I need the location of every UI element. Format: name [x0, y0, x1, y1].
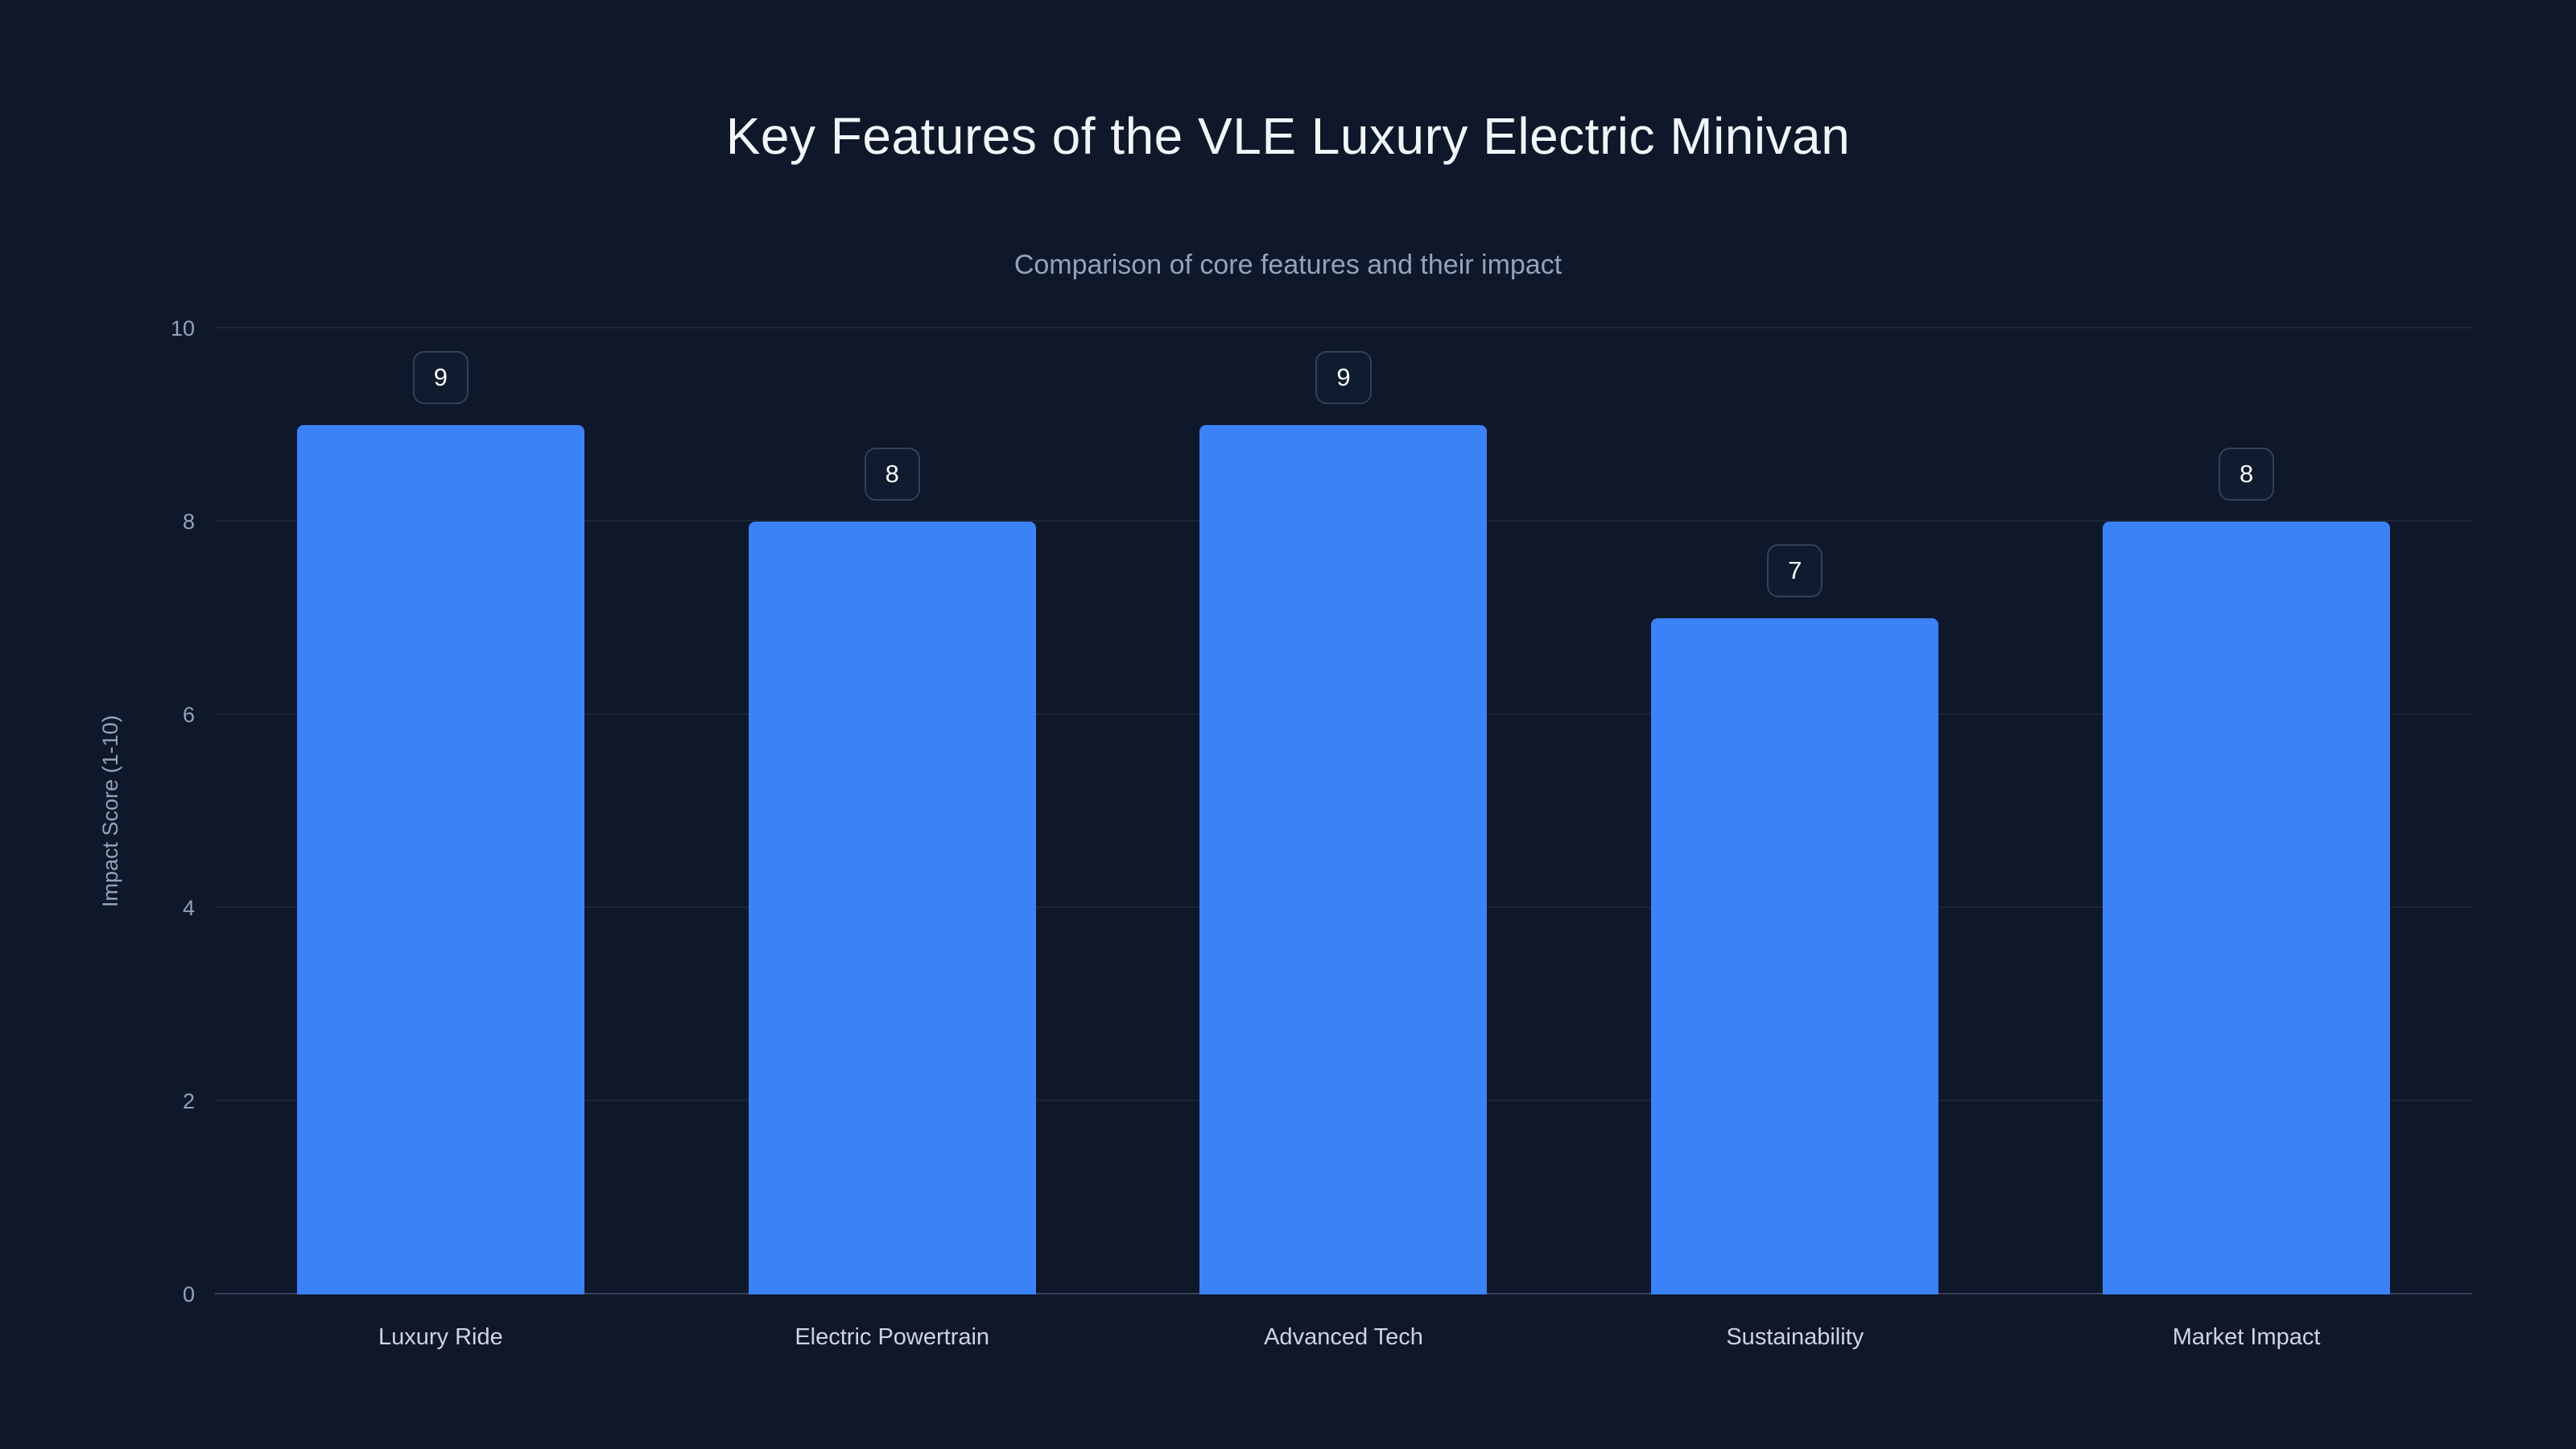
bar-group-market-impact: 8: [2021, 328, 2472, 1294]
bar-value-label-sustainability: 7: [1767, 544, 1823, 597]
y-tick-label-4: 4: [182, 896, 195, 920]
x-category-label-sustainability: Sustainability: [1726, 1324, 1864, 1350]
x-category-label-market-impact: Market Impact: [2172, 1324, 2321, 1350]
y-tick-label-8: 8: [182, 510, 195, 534]
gridline-10: [215, 327, 2472, 328]
bars: 9 8 9 7 8: [215, 328, 2472, 1294]
bar-advanced-tech[interactable]: [1199, 425, 1488, 1294]
bar-value-label-market-impact: 8: [2218, 448, 2275, 501]
bar-value-label-electric-powertrain: 8: [864, 448, 920, 501]
bar-luxury-ride[interactable]: [296, 425, 584, 1294]
bar-sustainability[interactable]: [1651, 618, 1939, 1294]
y-tick-label-2: 2: [182, 1089, 195, 1113]
chart-subtitle: Comparison of core features and their im…: [1013, 250, 1563, 280]
y-tick-label-0: 0: [182, 1282, 195, 1307]
bar-value-label-luxury-ride: 9: [412, 351, 469, 404]
bar-group-electric-powertrain: 8: [667, 328, 1118, 1294]
x-category-label-advanced-tech: Advanced Tech: [1264, 1324, 1423, 1350]
bar-value-label-advanced-tech: 9: [1315, 351, 1372, 404]
bar-group-sustainability: 7: [1569, 328, 2021, 1294]
bar-market-impact[interactable]: [2103, 522, 2391, 1294]
y-axis-ticks: 0 2 4 6 8 10: [0, 316, 195, 1307]
bar-group-advanced-tech: 9: [1118, 328, 1570, 1294]
y-tick-label-10: 10: [170, 316, 195, 341]
chart-title: Key Features of the VLE Luxury Electric …: [725, 107, 1851, 165]
plot-area: 9 8 9 7 8: [215, 327, 2472, 1294]
y-tick-label-6: 6: [182, 703, 195, 727]
bar-group-luxury-ride: 9: [215, 328, 667, 1294]
x-axis-labels: Luxury Ride Electric Powertrain Advanced T…: [215, 1324, 2472, 1351]
bar-electric-powertrain[interactable]: [748, 522, 1036, 1294]
x-category-label-luxury-ride: Luxury Ride: [378, 1324, 503, 1350]
x-category-label-electric-powertrain: Electric Powertrain: [795, 1324, 990, 1350]
